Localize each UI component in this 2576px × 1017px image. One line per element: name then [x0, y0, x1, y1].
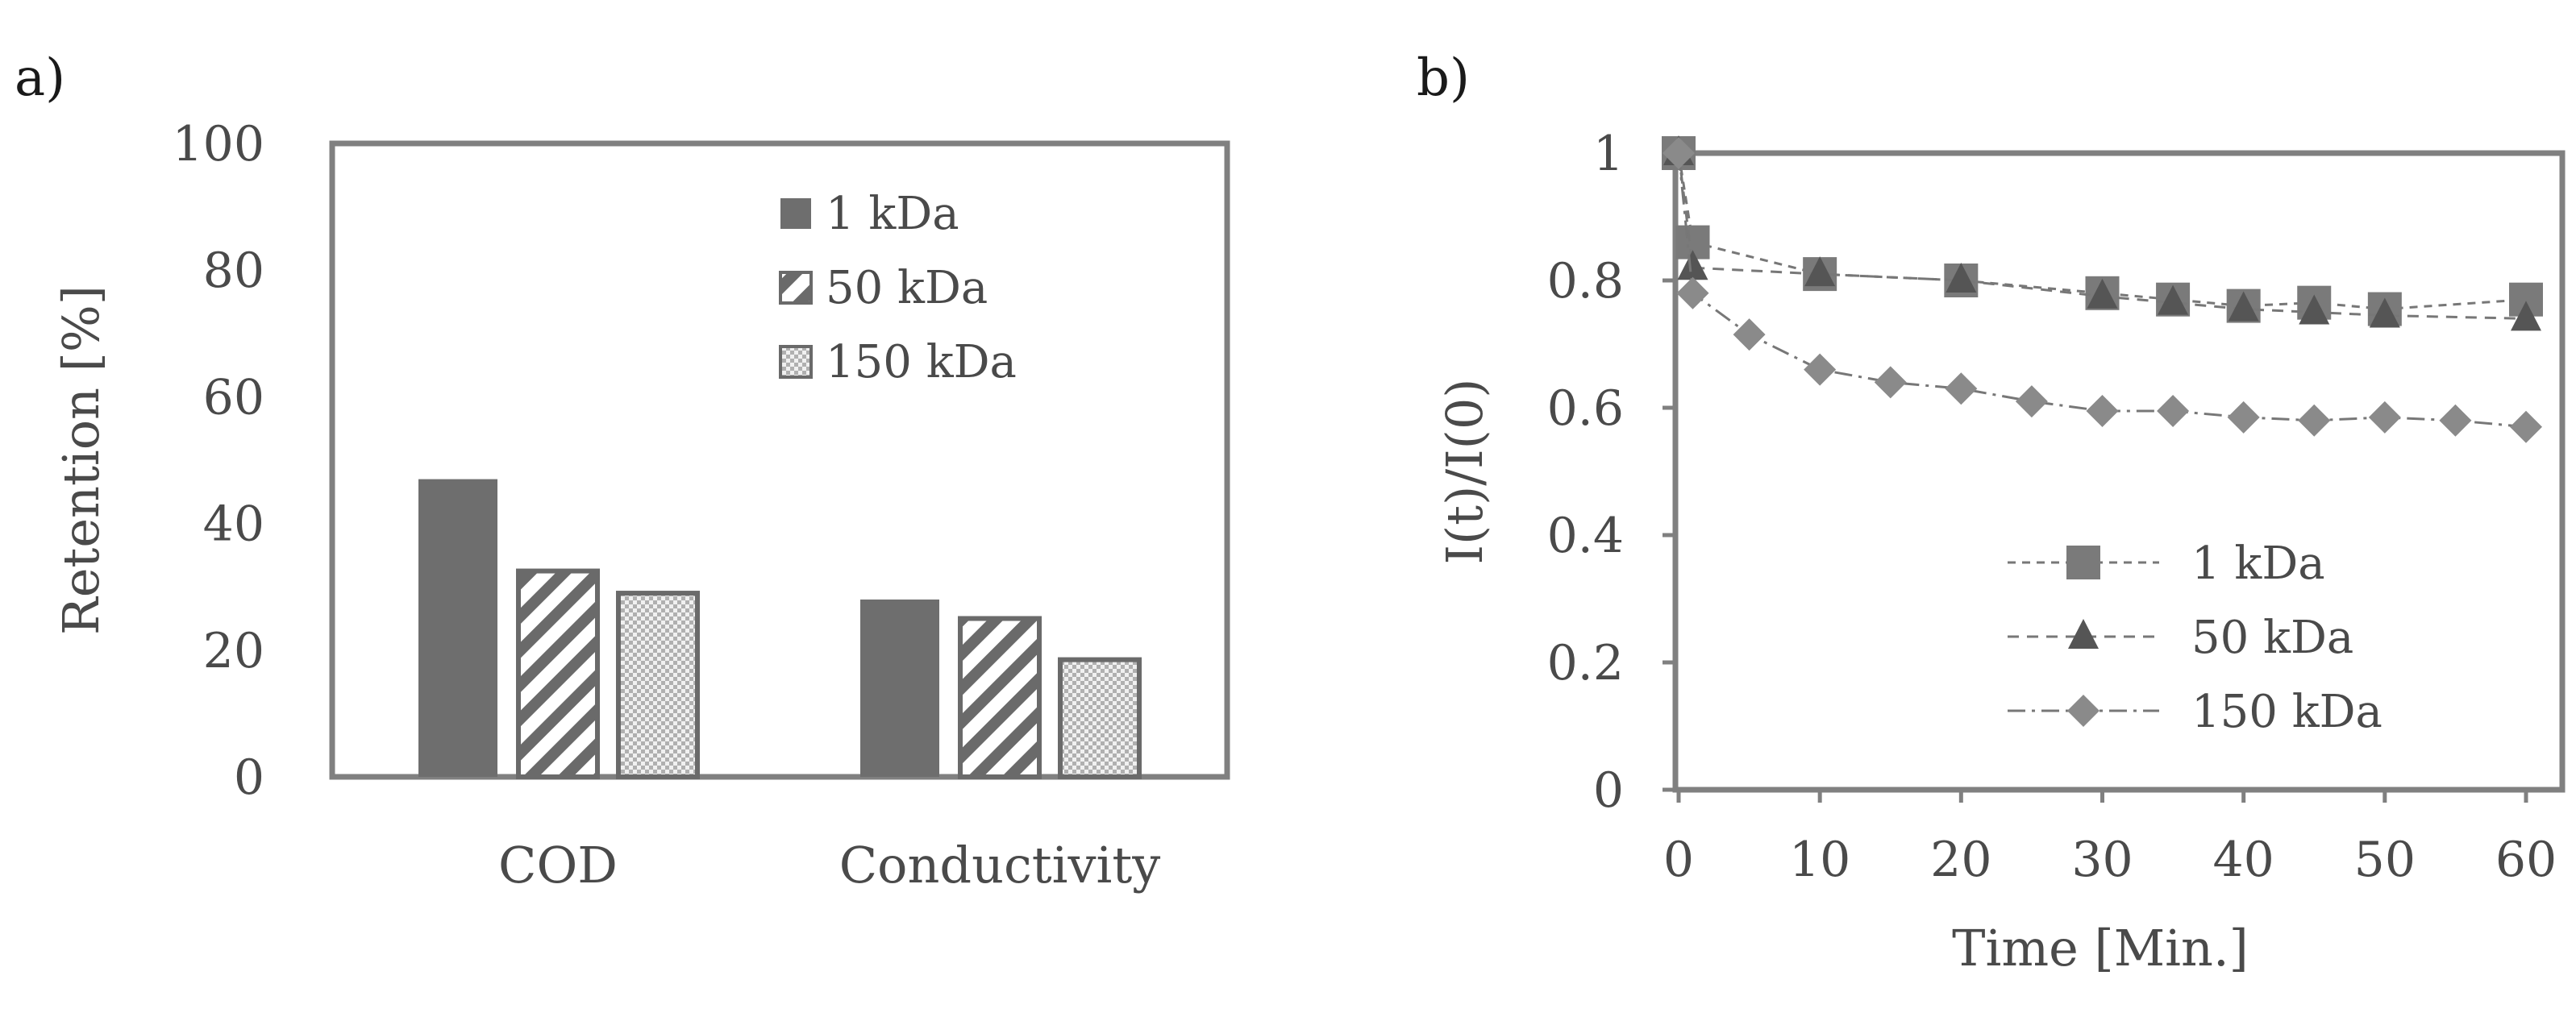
y-tick-label: 1	[1593, 126, 1624, 182]
legend-marker	[2066, 546, 2100, 579]
panel-b-legend: 1 kDa 50 kDa 150 kDa	[2008, 538, 2382, 738]
data-point	[1733, 318, 1766, 351]
panel-b-plot-frame	[1672, 150, 2566, 793]
y-tick-label: 0.8	[1547, 253, 1624, 309]
data-point	[2228, 291, 2259, 322]
legend-label: 1 kDa	[2191, 538, 2325, 590]
series-150-kda	[1663, 137, 2542, 443]
panel-a-category-labels: COD Conductivity	[498, 836, 1160, 895]
panel-b-y-ticks: 0 0.2 0.4 0.6 0.8 1	[1547, 126, 1675, 819]
data-point	[2087, 278, 2118, 309]
series-line	[1677, 152, 2527, 320]
data-point	[2299, 294, 2330, 325]
data-point	[1945, 372, 1978, 405]
x-tick-label: 40	[2212, 832, 2274, 888]
panel-b-y-axis-title: I(t)/I(0)	[1435, 379, 1494, 565]
category-label: Conductivity	[839, 836, 1161, 895]
legend-label: 150 kDa	[2191, 686, 2382, 738]
y-tick-label: 0	[234, 749, 264, 806]
legend-swatch	[780, 198, 811, 229]
legend-marker	[2067, 695, 2100, 727]
legend-marker	[2068, 619, 2099, 649]
data-point	[1804, 256, 1836, 287]
data-point	[2227, 401, 2260, 434]
y-tick-label: 0	[1593, 762, 1624, 819]
data-point	[2510, 410, 2542, 443]
data-point	[1677, 250, 1708, 280]
data-point	[1946, 263, 1977, 293]
bar-50-kda-conductivity	[958, 616, 1042, 779]
y-tick-label: 0.4	[1547, 508, 1624, 564]
data-point	[2086, 394, 2119, 427]
bar-150-kda-conductivity	[1058, 657, 1142, 780]
series-line	[1677, 152, 2527, 311]
panel-a-label: a)	[15, 48, 65, 108]
data-point	[2157, 394, 2190, 427]
data-point	[2298, 404, 2331, 437]
bar-1-kda-cod	[418, 479, 497, 777]
data-point	[2158, 284, 2189, 315]
y-tick-label: 100	[172, 116, 264, 172]
legend-label: 1 kDa	[826, 188, 959, 240]
y-tick-label: 0.2	[1547, 635, 1624, 691]
panel-a-legend: 1 kDa 50 kDa 150 kDa	[779, 188, 1017, 388]
legend-swatch	[779, 345, 813, 379]
data-point	[2439, 404, 2472, 437]
y-tick-label: 80	[203, 243, 264, 299]
y-tick-label: 60	[203, 369, 264, 425]
legend-label: 50 kDa	[2191, 612, 2353, 664]
panel-a-y-axis-title: Retention [%]	[52, 285, 110, 635]
data-point	[1874, 366, 1907, 399]
series-50-kda	[1663, 135, 2541, 331]
y-tick-label: 40	[203, 496, 264, 553]
panel-b-line-chart: b) 0 0.2 0.4 0.6 0.8 1 0 10 20 30 40 50 60 I(t)/I(0…	[1417, 48, 2566, 978]
data-point	[2015, 385, 2048, 418]
x-tick-label: 60	[2495, 832, 2557, 888]
x-tick-label: 30	[2071, 832, 2133, 888]
bar-150-kda-cod	[616, 591, 700, 779]
data-point	[2369, 297, 2400, 328]
data-point	[1663, 137, 1695, 169]
panel-b-series	[1662, 135, 2543, 443]
x-tick-label: 10	[1789, 832, 1850, 888]
panel-b-x-axis-title: Time [Min.]	[1952, 919, 2249, 978]
legend-label: 50 kDa	[826, 262, 988, 314]
panel-b-label: b)	[1417, 48, 1470, 108]
category-label: COD	[498, 836, 618, 895]
bar-50-kda-cod	[516, 568, 600, 779]
bar-1-kda-conductivity	[860, 599, 939, 777]
x-tick-label: 0	[1663, 832, 1694, 888]
panel-a-bars	[418, 479, 1142, 780]
y-tick-label: 0.6	[1547, 380, 1624, 437]
y-tick-label: 20	[203, 623, 264, 679]
panel-a-bar-chart: a) 0 20 40 60 80 100 COD Conductivity Retentio…	[15, 48, 1230, 895]
panel-b-x-ticks: 0 10 20 30 40 50 60	[1663, 790, 2557, 888]
legend-label: 150 kDa	[826, 336, 1017, 388]
data-point	[1676, 276, 1709, 309]
data-point	[2511, 301, 2541, 331]
x-tick-label: 20	[1930, 832, 1991, 888]
data-point	[2368, 401, 2401, 434]
data-point	[1804, 353, 1837, 386]
legend-swatch	[779, 271, 813, 305]
x-tick-label: 50	[2354, 832, 2416, 888]
panel-a-y-ticks: 0 20 40 60 80 100	[172, 116, 264, 806]
panel-a-plot-frame	[329, 140, 1230, 780]
